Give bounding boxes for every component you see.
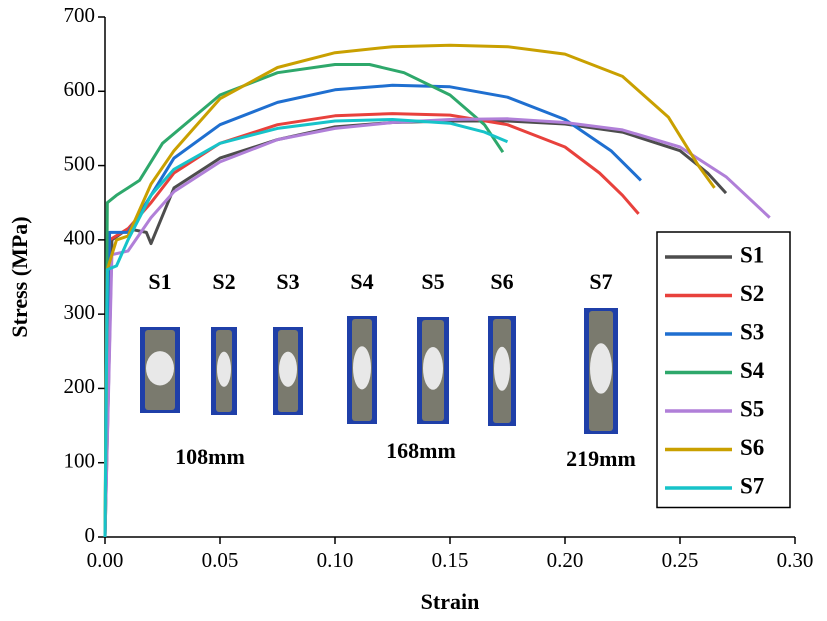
specimen-label: S6 xyxy=(490,269,513,294)
y-tick-label: 200 xyxy=(64,374,96,398)
y-tick-label: 500 xyxy=(64,151,96,175)
legend-label: S4 xyxy=(740,358,765,383)
legend-label: S2 xyxy=(740,281,764,306)
series-line xyxy=(103,83,642,538)
series-line xyxy=(103,117,771,538)
legend-box xyxy=(656,231,791,509)
specimen-neck xyxy=(217,351,231,387)
specimen-label: S1 xyxy=(148,269,171,294)
series-line xyxy=(103,119,728,538)
x-tick-label: 0.20 xyxy=(547,548,584,572)
specimen-label: S7 xyxy=(589,269,612,294)
specimen-label: S5 xyxy=(421,269,444,294)
y-tick-label: 0 xyxy=(85,523,96,547)
legend-label: S7 xyxy=(740,473,764,498)
y-tick-label: 300 xyxy=(64,300,96,324)
x-tick-label: 0.25 xyxy=(662,548,699,572)
length-label: 108mm xyxy=(175,444,245,469)
x-tick-label: 0.30 xyxy=(777,548,814,572)
specimen-label: S2 xyxy=(212,269,235,294)
specimen-neck xyxy=(279,351,297,387)
specimen-neck xyxy=(146,351,174,386)
legend-label: S5 xyxy=(740,396,764,421)
specimen-neck xyxy=(590,343,612,394)
legend-label: S1 xyxy=(740,242,764,267)
x-axis-title: Strain xyxy=(421,589,480,614)
x-tick-label: 0.10 xyxy=(317,548,354,572)
y-axis-title: Stress (MPa) xyxy=(7,216,32,337)
x-tick-label: 0.05 xyxy=(202,548,239,572)
y-tick-label: 600 xyxy=(64,77,96,101)
specimen-neck xyxy=(423,346,443,390)
legend-label: S3 xyxy=(740,319,764,344)
length-label: 168mm xyxy=(386,438,456,463)
specimen-neck xyxy=(353,346,371,390)
x-tick-label: 0.00 xyxy=(87,548,124,572)
y-tick-label: 700 xyxy=(64,3,96,27)
specimen-label: S4 xyxy=(350,269,373,294)
length-label: 219mm xyxy=(566,446,636,471)
specimen-label: S3 xyxy=(276,269,299,294)
legend-label: S6 xyxy=(740,435,764,460)
series-line xyxy=(103,43,716,538)
series-line xyxy=(103,118,509,538)
y-tick-label: 400 xyxy=(64,226,96,250)
y-tick-label: 100 xyxy=(64,449,96,473)
x-tick-label: 0.15 xyxy=(432,548,469,572)
specimen-neck xyxy=(494,346,510,391)
